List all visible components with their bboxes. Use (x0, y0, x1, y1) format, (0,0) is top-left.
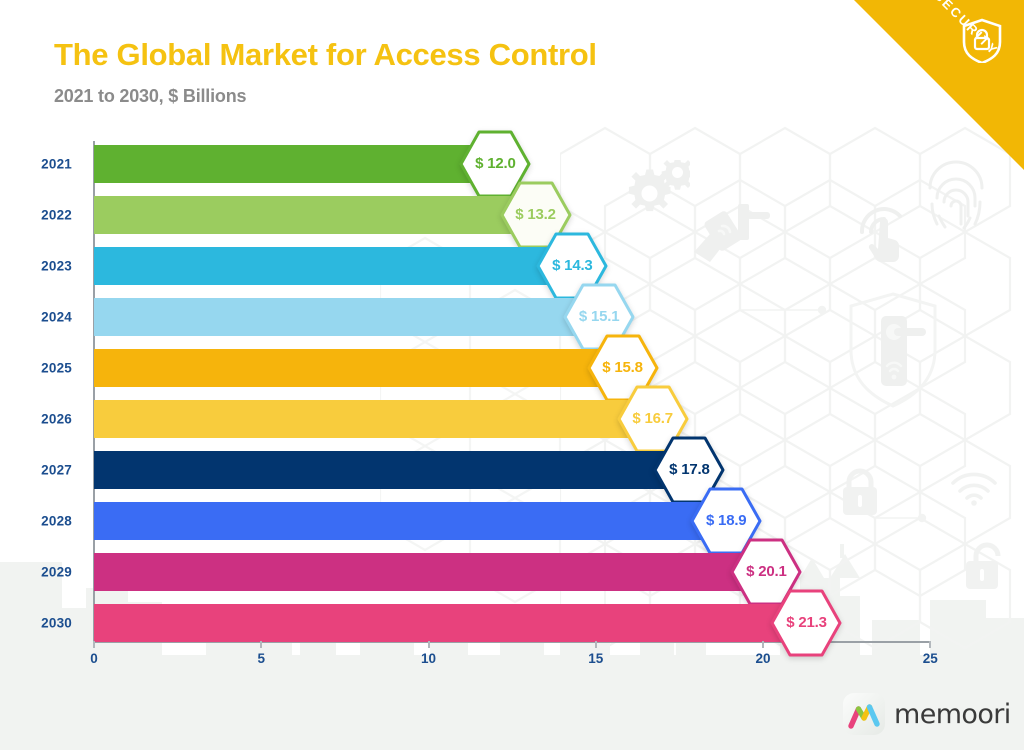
memoori-logo[interactable]: memoori (843, 693, 1011, 735)
bar-row: 2028 $ 18.9 (41, 487, 786, 555)
x-axis-tick-label: 5 (257, 651, 266, 666)
bar-row: 2023 $ 14.3 (41, 232, 632, 300)
chart-header: The Global Market for Access Control 202… (54, 37, 814, 107)
y-axis-category-label: 2021 (41, 156, 72, 172)
value-badge-2026: $ 16.7 (616, 384, 690, 454)
bar-2021 (94, 145, 496, 183)
bar-row: 2025 $ 15.8 (41, 334, 683, 402)
bar-2026 (94, 400, 653, 438)
y-axis-category-label: 2026 (41, 411, 72, 427)
bar-row: 2021 $ 12.0 (41, 130, 555, 198)
value-label: $ 13.2 (515, 206, 556, 223)
x-axis-tick-label: 15 (588, 651, 604, 666)
value-label: $ 12.0 (475, 155, 516, 172)
bar-2030 (94, 604, 807, 642)
bar-row: 2026 $ 16.7 (41, 385, 713, 453)
bar-2025 (94, 349, 623, 387)
page-title: The Global Market for Access Control (54, 37, 597, 72)
value-label: $ 17.8 (669, 461, 710, 478)
memoori-wordmark: memoori (894, 698, 1011, 730)
y-axis-category-label: 2022 (41, 207, 72, 223)
bar-chart-plot-area: 2021 $ 12.0 2022 $ 13.2 2023 $ 14.3 2024 $ 15.1… (41, 130, 974, 666)
value-label: $ 18.9 (705, 512, 747, 529)
value-label: $ 14.3 (552, 257, 593, 274)
y-axis-category-label: 2025 (41, 360, 72, 376)
bar-2024 (94, 298, 600, 336)
y-axis-category-label: 2030 (41, 615, 72, 631)
value-label: $ 20.1 (746, 563, 787, 580)
x-axis-tick (762, 641, 764, 648)
value-label: $ 15.8 (602, 359, 643, 376)
bar-2029 (94, 553, 767, 591)
hexagon-icon (770, 589, 842, 657)
page-subtitle: 2021 to 2030, $ Billions (54, 86, 247, 107)
x-axis-tick-label: 20 (755, 651, 771, 666)
value-label: $ 16.7 (632, 410, 673, 427)
x-axis-tick (594, 641, 597, 648)
y-axis-category-label: 2028 (41, 513, 72, 529)
value-label: $ 15.1 (578, 308, 620, 325)
bar-2022 (94, 196, 536, 234)
bar-2028 (94, 502, 727, 540)
y-axis-category-label: 2024 (41, 309, 72, 325)
x-axis-tick-label: 25 (922, 651, 938, 666)
bar-row: 2024 $ 15.1 (41, 283, 659, 351)
value-label: $ 21.3 (786, 614, 827, 631)
x-axis-tick (427, 641, 430, 648)
bar-2023 (94, 247, 573, 285)
ribbon-label: SECURITY (931, 0, 1002, 59)
x-axis-tick (93, 641, 95, 648)
bar-row: 2030 $ 21.3 (41, 589, 866, 657)
bar-row: 2029 $ 20.1 (41, 538, 826, 606)
y-axis-category-label: 2027 (41, 462, 72, 478)
x-axis-tick-label: 0 (90, 651, 98, 666)
y-axis-category-label: 2023 (41, 258, 72, 274)
memoori-mark-icon (843, 693, 885, 735)
bar-2027 (94, 451, 690, 489)
shield-lock-icon (962, 18, 1002, 63)
bar-row: 2027 $ 17.8 (41, 436, 749, 504)
x-axis-tick-label: 10 (420, 651, 437, 666)
bar-row: 2022 $ 13.2 (41, 181, 596, 249)
y-axis-line (93, 141, 95, 641)
y-axis-category-label: 2029 (41, 564, 72, 580)
x-axis-tick (260, 641, 263, 648)
x-axis-tick (929, 641, 932, 648)
value-badge-2030: $ 21.3 (769, 588, 843, 658)
